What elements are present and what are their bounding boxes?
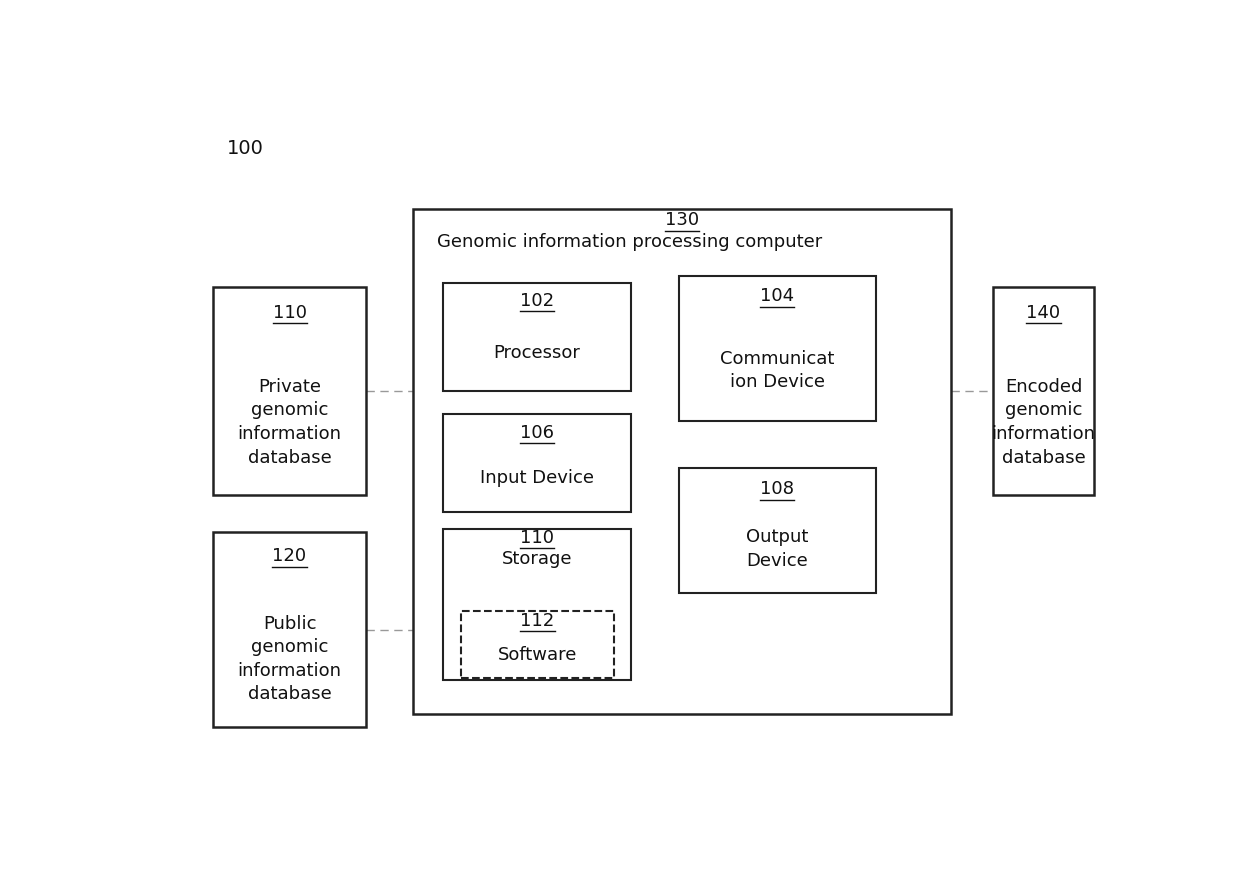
Text: Encoded
genomic
information
database: Encoded genomic information database <box>992 378 1095 467</box>
Text: Communicat
ion Device: Communicat ion Device <box>720 350 835 392</box>
Text: 108: 108 <box>760 480 795 498</box>
Text: Processor: Processor <box>494 344 580 362</box>
Text: Storage: Storage <box>502 551 572 568</box>
Text: 140: 140 <box>1027 304 1060 322</box>
Bar <box>460 611 614 678</box>
Text: 110: 110 <box>273 304 306 322</box>
Bar <box>444 529 631 680</box>
Text: Input Device: Input Device <box>480 468 594 487</box>
Text: 120: 120 <box>273 547 306 565</box>
Text: Private
genomic
information
database: Private genomic information database <box>238 378 341 467</box>
Text: 102: 102 <box>520 292 554 310</box>
Bar <box>993 287 1094 496</box>
Text: 112: 112 <box>521 612 554 630</box>
Bar <box>678 276 875 421</box>
Text: 110: 110 <box>520 529 554 547</box>
Text: Public
genomic
information
database: Public genomic information database <box>238 614 341 704</box>
Text: Software: Software <box>497 646 577 663</box>
Bar <box>213 532 367 727</box>
Text: 100: 100 <box>227 138 264 157</box>
Text: Genomic information processing computer: Genomic information processing computer <box>436 232 822 251</box>
Text: 104: 104 <box>760 288 795 305</box>
Bar <box>213 287 367 496</box>
Bar <box>678 468 875 593</box>
Text: 106: 106 <box>520 424 554 441</box>
Bar <box>444 283 631 391</box>
Text: Output
Device: Output Device <box>746 529 808 570</box>
Bar <box>444 414 631 512</box>
Text: 130: 130 <box>665 212 698 229</box>
Bar <box>413 209 951 714</box>
